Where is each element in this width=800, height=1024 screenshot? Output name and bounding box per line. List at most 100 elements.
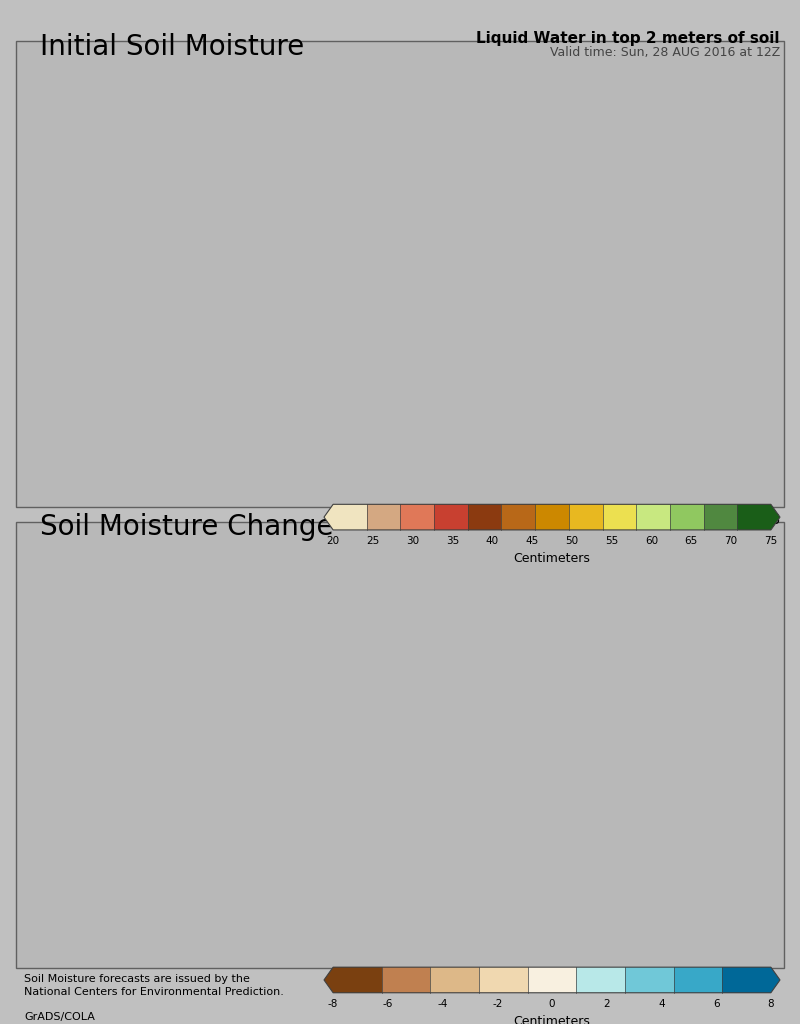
Bar: [236, 676, 246, 686]
Bar: [441, 627, 451, 636]
Bar: [226, 666, 236, 676]
Bar: [369, 109, 379, 119]
Bar: [390, 745, 400, 755]
Bar: [410, 212, 421, 222]
Bar: [164, 695, 174, 706]
Bar: [113, 616, 122, 627]
Bar: [205, 804, 215, 814]
Bar: [462, 336, 472, 346]
Bar: [472, 336, 482, 346]
Bar: [246, 695, 256, 706]
Bar: [441, 636, 451, 646]
Bar: [379, 263, 390, 273]
Bar: [298, 356, 307, 368]
Bar: [328, 676, 338, 686]
Bar: [349, 98, 359, 109]
Bar: [441, 253, 451, 263]
Bar: [122, 616, 133, 627]
Bar: [307, 784, 318, 795]
Polygon shape: [631, 849, 703, 908]
Bar: [102, 222, 113, 232]
Bar: [462, 170, 472, 180]
Bar: [236, 170, 246, 180]
Bar: [410, 627, 421, 636]
Bar: [400, 567, 410, 577]
Bar: [431, 695, 441, 706]
Bar: [256, 597, 266, 606]
Bar: [318, 804, 328, 814]
Bar: [133, 98, 143, 109]
Bar: [113, 784, 122, 795]
Bar: [113, 305, 122, 315]
Bar: [298, 109, 307, 119]
Bar: [102, 616, 113, 627]
Bar: [369, 804, 379, 814]
Bar: [472, 232, 482, 243]
Bar: [246, 784, 256, 795]
Bar: [122, 636, 133, 646]
Bar: [226, 706, 236, 716]
Bar: [71, 676, 82, 686]
Bar: [215, 716, 226, 725]
Bar: [113, 557, 122, 567]
Bar: [298, 646, 307, 656]
Bar: [184, 547, 194, 557]
Bar: [215, 150, 226, 160]
Bar: [462, 627, 472, 636]
Bar: [287, 222, 298, 232]
Bar: [349, 587, 359, 597]
Bar: [318, 844, 328, 854]
Bar: [236, 295, 246, 305]
Bar: [431, 814, 441, 824]
Bar: [482, 547, 493, 557]
Bar: [421, 180, 431, 191]
Bar: [431, 755, 441, 765]
Bar: [472, 212, 482, 222]
Bar: [472, 795, 482, 804]
Bar: [205, 170, 215, 180]
Bar: [338, 346, 349, 356]
Bar: [287, 716, 298, 725]
Bar: [328, 326, 338, 336]
Bar: [154, 326, 164, 336]
Bar: [482, 695, 493, 706]
Bar: [174, 567, 184, 577]
Bar: [154, 567, 164, 577]
Bar: [92, 315, 102, 326]
Bar: [154, 676, 164, 686]
Bar: [266, 716, 277, 725]
Bar: [359, 253, 369, 263]
Bar: [493, 616, 502, 627]
Bar: [256, 765, 266, 774]
Bar: [472, 656, 482, 666]
Bar: [410, 547, 421, 557]
Bar: [143, 212, 154, 222]
Bar: [164, 547, 174, 557]
Bar: [307, 160, 318, 170]
Bar: [482, 666, 493, 676]
Bar: [472, 346, 482, 356]
Bar: [451, 295, 462, 305]
Bar: [102, 150, 113, 160]
Bar: [133, 180, 143, 191]
Bar: [174, 784, 184, 795]
Bar: [441, 666, 451, 676]
Bar: [246, 666, 256, 676]
Text: Soil Moisture forecasts are issued by the: Soil Moisture forecasts are issued by th…: [24, 974, 250, 984]
Bar: [451, 863, 462, 873]
Bar: [349, 285, 359, 295]
Bar: [246, 109, 256, 119]
Bar: [379, 784, 390, 795]
Bar: [226, 557, 236, 567]
Bar: [277, 129, 287, 139]
Bar: [184, 222, 194, 232]
Bar: [493, 109, 502, 119]
Bar: [71, 243, 82, 253]
Bar: [256, 656, 266, 666]
Bar: [215, 98, 226, 109]
Bar: [338, 180, 349, 191]
Bar: [369, 873, 379, 884]
Bar: [246, 834, 256, 844]
Bar: [338, 725, 349, 735]
Bar: [441, 863, 451, 873]
